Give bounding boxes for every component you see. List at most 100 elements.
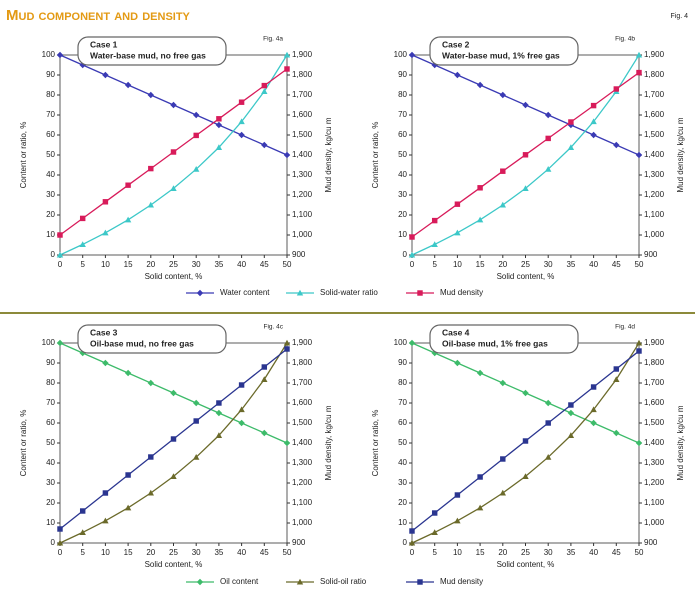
marker — [147, 489, 154, 496]
legend-label: Water content — [220, 288, 270, 297]
y-tick-label: 50 — [398, 438, 407, 447]
x-tick-label: 0 — [58, 260, 63, 269]
marker — [296, 289, 304, 296]
x-tick-label: 35 — [214, 260, 223, 269]
case-box — [77, 36, 227, 66]
marker — [79, 241, 86, 247]
y-tick-label: 40 — [46, 458, 55, 467]
x-tick-label: 40 — [237, 260, 246, 269]
x-tick-label: 15 — [476, 260, 485, 269]
x-tick-label: 40 — [589, 548, 598, 557]
marker — [613, 429, 620, 437]
y-tick-label: 100 — [42, 50, 56, 59]
y-tick-label: 80 — [46, 90, 55, 99]
marker — [196, 289, 204, 297]
case-label: Case 3 — [90, 327, 118, 337]
marker — [124, 369, 132, 377]
y-tick-label: 0 — [51, 250, 56, 259]
marker — [522, 438, 529, 444]
marker — [477, 474, 483, 480]
marker — [215, 121, 223, 129]
x-tick-label: 15 — [124, 548, 133, 557]
panel-label: Fig. 4b — [615, 36, 635, 43]
marker — [170, 473, 177, 479]
plot-frame — [59, 54, 288, 256]
case-label: Case 1 — [90, 39, 118, 49]
x-tick-label: 30 — [544, 260, 553, 269]
x-tick-label: 45 — [612, 260, 621, 269]
marker — [499, 379, 506, 387]
figure-label: Fig. 4 — [670, 13, 688, 20]
marker — [79, 61, 86, 69]
y2-axis-label: Mud density, kg/cu m — [676, 117, 685, 192]
y2-axis-label: Mud density, kg/cu m — [324, 117, 333, 192]
y2-tick-label: 1,200 — [644, 190, 665, 199]
y-tick-label: 70 — [46, 398, 55, 407]
x-tick-label: 10 — [101, 260, 110, 269]
case-subtitle: Water-base mud, 1% free gas — [442, 50, 560, 60]
marker — [408, 539, 416, 546]
marker — [102, 490, 109, 496]
case-subtitle: Oil-base mud, no free gas — [90, 338, 194, 348]
y-tick-label: 90 — [398, 358, 407, 367]
marker — [147, 201, 154, 208]
x-tick-label: 50 — [635, 260, 644, 269]
panel-label: Fig. 4d — [615, 324, 635, 331]
marker — [216, 116, 222, 122]
y-tick-label: 20 — [46, 210, 55, 219]
marker — [545, 399, 552, 407]
marker — [476, 81, 484, 89]
y2-tick-label: 1,000 — [292, 518, 313, 527]
y2-tick-label: 1,600 — [292, 398, 313, 407]
marker — [193, 399, 200, 407]
y2-tick-label: 1,600 — [644, 110, 665, 119]
marker — [102, 229, 109, 236]
y-tick-label: 0 — [403, 250, 408, 259]
legend-label: Mud density — [440, 288, 483, 297]
y2-tick-label: 1,800 — [292, 70, 313, 79]
marker — [215, 409, 223, 417]
marker — [196, 578, 204, 586]
marker — [590, 102, 597, 109]
series-line — [59, 54, 288, 256]
x-tick-label: 30 — [192, 260, 201, 269]
y-tick-label: 10 — [46, 230, 55, 239]
marker — [170, 101, 177, 109]
marker — [454, 229, 461, 236]
y-tick-label: 50 — [398, 150, 407, 159]
marker — [636, 348, 642, 354]
y2-tick-label: 1,500 — [644, 130, 665, 139]
marker — [545, 135, 551, 142]
y-tick-label: 70 — [398, 398, 407, 407]
y2-tick-label: 900 — [292, 250, 306, 259]
marker — [124, 81, 132, 89]
marker — [57, 526, 63, 532]
marker — [408, 251, 416, 258]
marker — [590, 118, 597, 125]
y-axis-label: Content or ratio, % — [371, 122, 380, 189]
y2-tick-label: 900 — [292, 538, 306, 547]
x-tick-label: 25 — [521, 260, 530, 269]
marker — [56, 251, 64, 258]
marker — [124, 504, 132, 511]
case-label: Case 4 — [442, 327, 470, 337]
y2-tick-label: 1,800 — [644, 70, 665, 79]
marker — [545, 420, 551, 426]
marker — [545, 111, 552, 119]
x-tick-label: 10 — [453, 548, 462, 557]
x-tick-label: 5 — [432, 548, 437, 557]
marker — [284, 66, 290, 72]
y-tick-label: 30 — [46, 478, 55, 487]
y2-tick-label: 1,500 — [292, 130, 313, 139]
x-tick-label: 30 — [544, 548, 553, 557]
x-tick-label: 20 — [146, 548, 155, 557]
marker — [522, 185, 529, 191]
y2-tick-label: 1,100 — [644, 498, 665, 507]
y-tick-label: 20 — [398, 498, 407, 507]
marker — [500, 168, 506, 174]
marker — [499, 201, 506, 208]
marker — [79, 508, 86, 514]
marker — [261, 141, 268, 149]
marker — [568, 119, 574, 125]
